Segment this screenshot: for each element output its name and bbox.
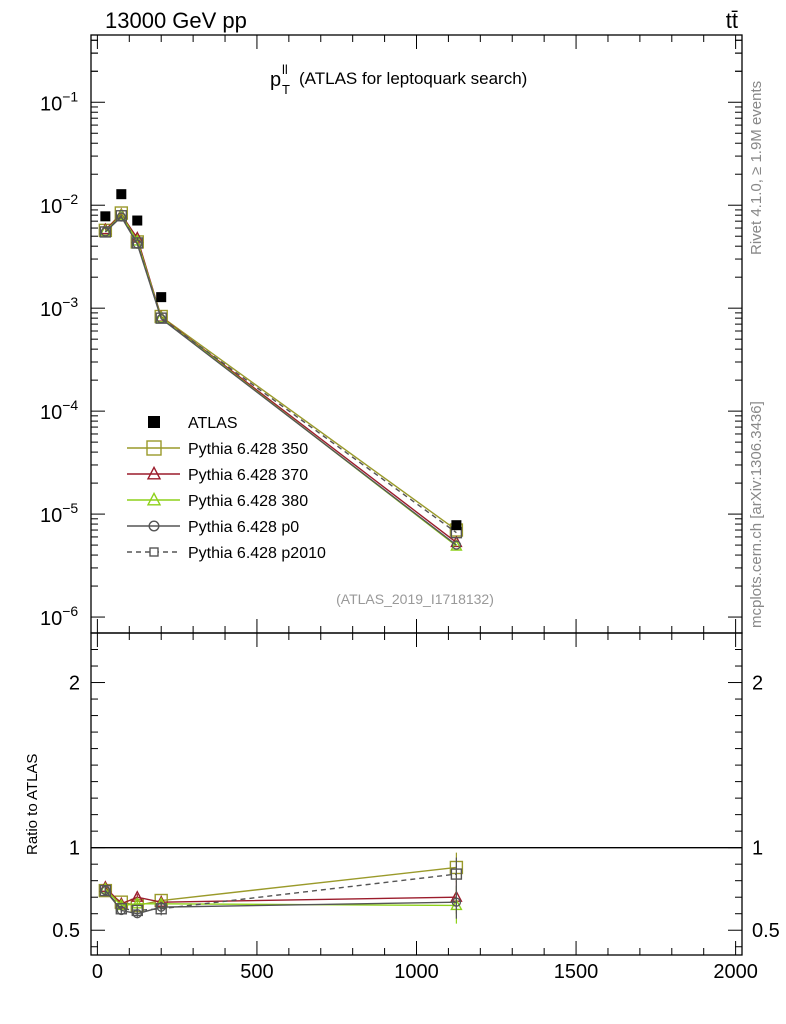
atlas-data-point	[451, 520, 462, 531]
series-4-ratio-marker	[450, 868, 463, 880]
legend: ATLAS Pythia 6.428 350 Pythia 6.428 370 Pyt…	[127, 415, 326, 562]
x-tick-label: 500	[240, 961, 273, 983]
legend-label-2: Pythia 6.428 380	[188, 493, 308, 510]
legend-marker-3	[148, 520, 160, 532]
ratio-y-tick-label-right: 1	[752, 838, 763, 860]
legend-label-4: Pythia 6.428 p2010	[188, 545, 326, 562]
rivet-version-label: Rivet 4.1.0, ≥ 1.9M events	[748, 81, 765, 255]
header-energy-label: 13000 GeV pp	[105, 8, 247, 33]
title-text: (ATLAS for leptoquark search)	[299, 69, 527, 88]
series-3-main-marker	[451, 540, 462, 550]
chart-title: p T ll (ATLAS for leptoquark search)	[270, 62, 527, 97]
main-plot-marks	[98, 189, 464, 551]
x-tick-label: 0	[92, 961, 103, 983]
series-4-ratio-marker	[155, 903, 167, 915]
series-3-ratio-marker	[451, 897, 462, 907]
atlas-data-point	[132, 215, 143, 226]
svg-text:ll: ll	[282, 62, 288, 77]
ratio-axis-label: Ratio to ATLAS	[24, 754, 41, 855]
main-panel-frame	[90, 34, 743, 634]
legend-marker-4	[149, 547, 159, 557]
series-4-ratio-marker	[99, 884, 112, 897]
ratio-y-tick-label-left: 0.5	[52, 920, 80, 942]
main-y-tick-label: 10−1	[40, 88, 78, 115]
x-tick-label: 2000	[713, 961, 758, 983]
main-y-tick-label: 10−6	[40, 603, 78, 630]
title-superscript: ll	[282, 62, 288, 77]
main-y-tick-label: 10−3	[40, 294, 78, 321]
legend-label-3: Pythia 6.428 p0	[188, 519, 299, 536]
ticks-layer: 0 500 1000 1500 2000 10−1 10−2 10−3 10−4 10−5 10−6…	[40, 35, 780, 983]
series-2-main-marker	[155, 310, 168, 323]
legend-marker-atlas	[148, 416, 160, 428]
legend-label-atlas: ATLAS	[188, 415, 238, 432]
main-y-tick-label: 10−4	[40, 397, 78, 424]
ratio-y-tick-label-right: 2	[752, 673, 763, 695]
main-y-tick-label: 10−5	[40, 500, 78, 527]
series-4-main-marker	[115, 210, 128, 222]
atlas-data-point	[156, 292, 167, 303]
main-y-tick-label: 10−2	[40, 191, 78, 218]
series-2-main-marker	[450, 538, 463, 551]
series-4-main-marker	[99, 226, 112, 238]
series-4-main-marker	[131, 237, 143, 249]
atlas-data-point	[100, 211, 111, 222]
atlas-data-point	[116, 189, 127, 200]
series-4-main-marker	[155, 312, 167, 324]
analysis-id-label: (ATLAS_2019_I1718132)	[336, 591, 494, 607]
series-3-main-marker	[100, 227, 111, 237]
legend-label-1: Pythia 6.428 370	[188, 467, 308, 484]
legend-marker-0	[146, 440, 162, 456]
series-4-ratio-marker	[131, 904, 143, 917]
legend-marker-1	[146, 465, 162, 480]
svg-text:T: T	[282, 82, 290, 97]
legend-label-0: Pythia 6.428 350	[188, 441, 308, 458]
svg-text:p: p	[270, 69, 281, 91]
x-tick-label: 1500	[554, 961, 599, 983]
title-p: p	[270, 69, 281, 91]
legend-marker-2	[146, 491, 162, 506]
ratio-plot-marks	[91, 847, 742, 924]
title-subscript: T	[282, 82, 290, 97]
series-3-ratio-marker	[100, 885, 111, 896]
svg-text:(ATLAS for leptoquark search): (ATLAS for leptoquark search)	[299, 69, 527, 88]
series-4-main-line	[104, 214, 457, 534]
x-tick-label: 1000	[394, 961, 439, 983]
mcplots-label: mcplots.cern.ch [arXiv:1306.3436]	[748, 401, 765, 628]
ratio-y-tick-label-left: 1	[69, 838, 80, 860]
series-4-ratio-marker	[115, 903, 128, 915]
header-process-label: tt̄	[726, 8, 738, 33]
ratio-y-tick-label-left: 2	[69, 673, 80, 695]
ratio-y-tick-label-right: 0.5	[752, 920, 780, 942]
